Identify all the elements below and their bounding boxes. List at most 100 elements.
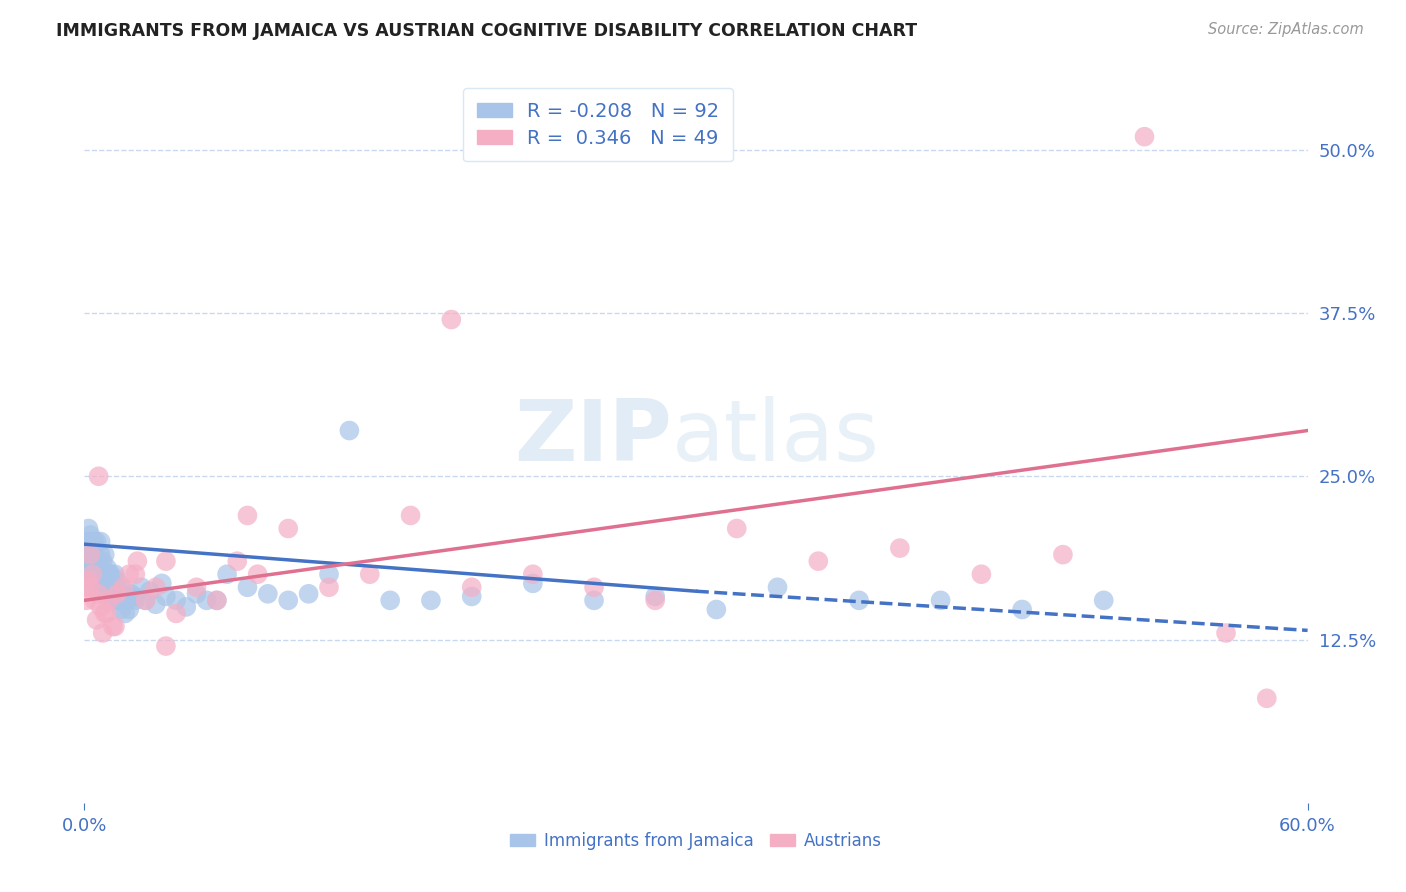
Point: [79, 528, 101, 542]
Point: [186, 580, 208, 594]
Point: [77, 554, 100, 568]
Point: [277, 521, 299, 535]
Point: [79, 560, 101, 574]
Point: [87, 580, 110, 594]
Text: ZIP: ZIP: [513, 395, 672, 479]
Point: [83, 574, 105, 588]
Point: [145, 580, 167, 594]
Point: [165, 593, 187, 607]
Point: [77, 541, 100, 555]
Text: IMMIGRANTS FROM JAMAICA VS AUSTRIAN COGNITIVE DISABILITY CORRELATION CHART: IMMIGRANTS FROM JAMAICA VS AUSTRIAN COGN…: [56, 22, 917, 40]
Legend: Immigrants from Jamaica, Austrians: Immigrants from Jamaica, Austrians: [503, 825, 889, 856]
Point: [124, 567, 146, 582]
Point: [73, 541, 96, 555]
Point: [93, 607, 115, 621]
Point: [114, 607, 136, 621]
Point: [73, 554, 96, 568]
Point: [90, 534, 112, 549]
Point: [644, 593, 666, 607]
Point: [104, 619, 127, 633]
Point: [83, 534, 105, 549]
Point: [122, 590, 145, 604]
Point: [91, 626, 114, 640]
Point: [75, 548, 97, 562]
Point: [706, 602, 728, 616]
Point: [1215, 626, 1237, 640]
Point: [105, 593, 128, 607]
Point: [848, 593, 870, 607]
Point: [440, 312, 463, 326]
Point: [104, 567, 127, 582]
Point: [165, 607, 187, 621]
Point: [93, 587, 115, 601]
Point: [138, 584, 160, 599]
Point: [889, 541, 911, 555]
Point: [101, 619, 124, 633]
Point: [105, 587, 128, 601]
Point: [79, 580, 101, 594]
Point: [124, 593, 146, 607]
Point: [298, 587, 321, 601]
Point: [75, 593, 97, 607]
Point: [205, 593, 228, 607]
Point: [226, 554, 249, 568]
Point: [1256, 691, 1278, 706]
Point: [112, 590, 135, 604]
Point: [155, 639, 177, 653]
Point: [82, 567, 104, 582]
Point: [79, 567, 101, 582]
Point: [131, 580, 153, 594]
Point: [73, 560, 96, 574]
Point: [318, 567, 340, 582]
Point: [461, 580, 484, 594]
Point: [77, 560, 100, 574]
Point: [100, 587, 122, 601]
Point: [115, 593, 138, 607]
Point: [93, 567, 115, 582]
Point: [277, 593, 299, 607]
Point: [583, 593, 606, 607]
Point: [112, 580, 135, 594]
Point: [205, 593, 228, 607]
Point: [236, 580, 259, 594]
Point: [100, 567, 122, 582]
Point: [644, 590, 666, 604]
Point: [174, 599, 197, 614]
Point: [318, 580, 340, 594]
Point: [118, 567, 141, 582]
Point: [79, 548, 101, 562]
Point: [91, 576, 114, 591]
Point: [75, 534, 97, 549]
Point: [86, 560, 108, 574]
Point: [217, 567, 239, 582]
Point: [195, 593, 218, 607]
Point: [93, 548, 115, 562]
Point: [110, 602, 132, 616]
Point: [236, 508, 259, 523]
Point: [96, 587, 118, 601]
Point: [82, 548, 104, 562]
Point: [127, 554, 149, 568]
Point: [75, 567, 97, 582]
Point: [86, 613, 108, 627]
Point: [73, 580, 96, 594]
Point: [246, 567, 269, 582]
Text: atlas: atlas: [672, 395, 880, 479]
Point: [82, 567, 104, 582]
Point: [108, 593, 131, 607]
Point: [522, 567, 544, 582]
Point: [970, 567, 993, 582]
Point: [83, 548, 105, 562]
Point: [73, 567, 96, 582]
Point: [90, 574, 112, 588]
Point: [96, 560, 118, 574]
Point: [118, 602, 141, 616]
Point: [929, 593, 952, 607]
Point: [87, 554, 110, 568]
Point: [73, 548, 96, 562]
Point: [90, 548, 112, 562]
Point: [135, 593, 157, 607]
Point: [359, 567, 381, 582]
Point: [91, 554, 114, 568]
Point: [186, 587, 208, 601]
